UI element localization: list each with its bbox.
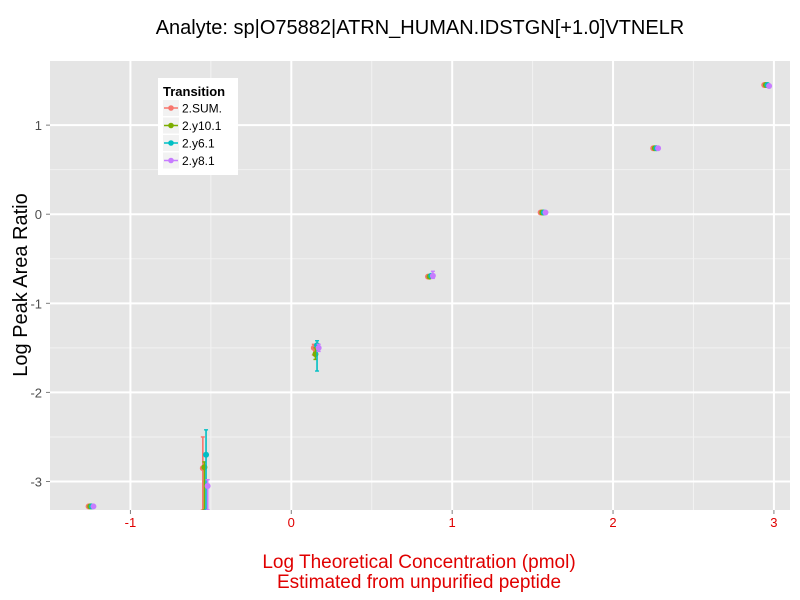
legend-key-point	[168, 140, 174, 146]
legend-item-2-y6-1: 2.y6.1	[163, 135, 215, 151]
data-point	[204, 482, 211, 489]
legend-key-point	[168, 157, 174, 164]
y-axis-label: Log Peak Area Ratio	[10, 193, 32, 376]
legend-label: 2.y8.1	[182, 154, 215, 168]
data-point	[655, 145, 662, 152]
data-point	[766, 82, 773, 89]
data-point	[542, 209, 549, 216]
data-point	[315, 344, 322, 351]
x-tick-label: -1	[125, 515, 137, 530]
y-axis-ticks: -3 -2 -1 0 1	[30, 118, 50, 489]
data-point	[429, 272, 436, 279]
y-tick-label: -1	[30, 296, 42, 311]
legend-title: Transition	[163, 84, 225, 99]
y-tick-label: -2	[30, 385, 42, 400]
x-axis-label-line1: Log Theoretical Concentration (pmol)	[262, 552, 575, 573]
x-tick-label: 0	[288, 515, 295, 530]
chart-title: Analyte: sp|O75882|ATRN_HUMAN.IDSTGN[+1.…	[156, 17, 685, 39]
legend-item-2-y10-1: 2.y10.1	[163, 117, 222, 134]
x-tick-label: 1	[449, 515, 456, 530]
y-tick-label: 0	[35, 207, 42, 222]
data-point	[90, 503, 97, 510]
legend-item-2-y8-1: 2.y8.1	[163, 152, 215, 169]
legend-item-2-sum: 2.SUM.	[163, 100, 222, 116]
data-point	[203, 451, 210, 458]
data-marks	[85, 82, 773, 510]
x-axis-label-line2: Estimated from unpurified peptide	[277, 572, 561, 593]
legend-key-point	[168, 105, 174, 111]
x-axis-ticks: -1 0 1 2 3	[125, 510, 778, 530]
series-2-y8-1	[90, 82, 773, 510]
legend: Transition 2.SUM. 2.y10.1 2.y6.1 2.y8.1	[158, 78, 238, 175]
legend-items: 2.SUM. 2.y10.1 2.y6.1 2.y8.1	[163, 100, 222, 169]
legend-key-point	[168, 122, 174, 129]
y-tick-label: -3	[30, 474, 42, 489]
y-tick-label: 1	[35, 118, 42, 133]
x-tick-label: 2	[609, 515, 616, 530]
legend-label: 2.SUM.	[182, 102, 222, 116]
legend-label: 2.y6.1	[182, 137, 215, 151]
x-tick-label: 3	[770, 515, 777, 530]
legend-label: 2.y10.1	[182, 119, 222, 133]
